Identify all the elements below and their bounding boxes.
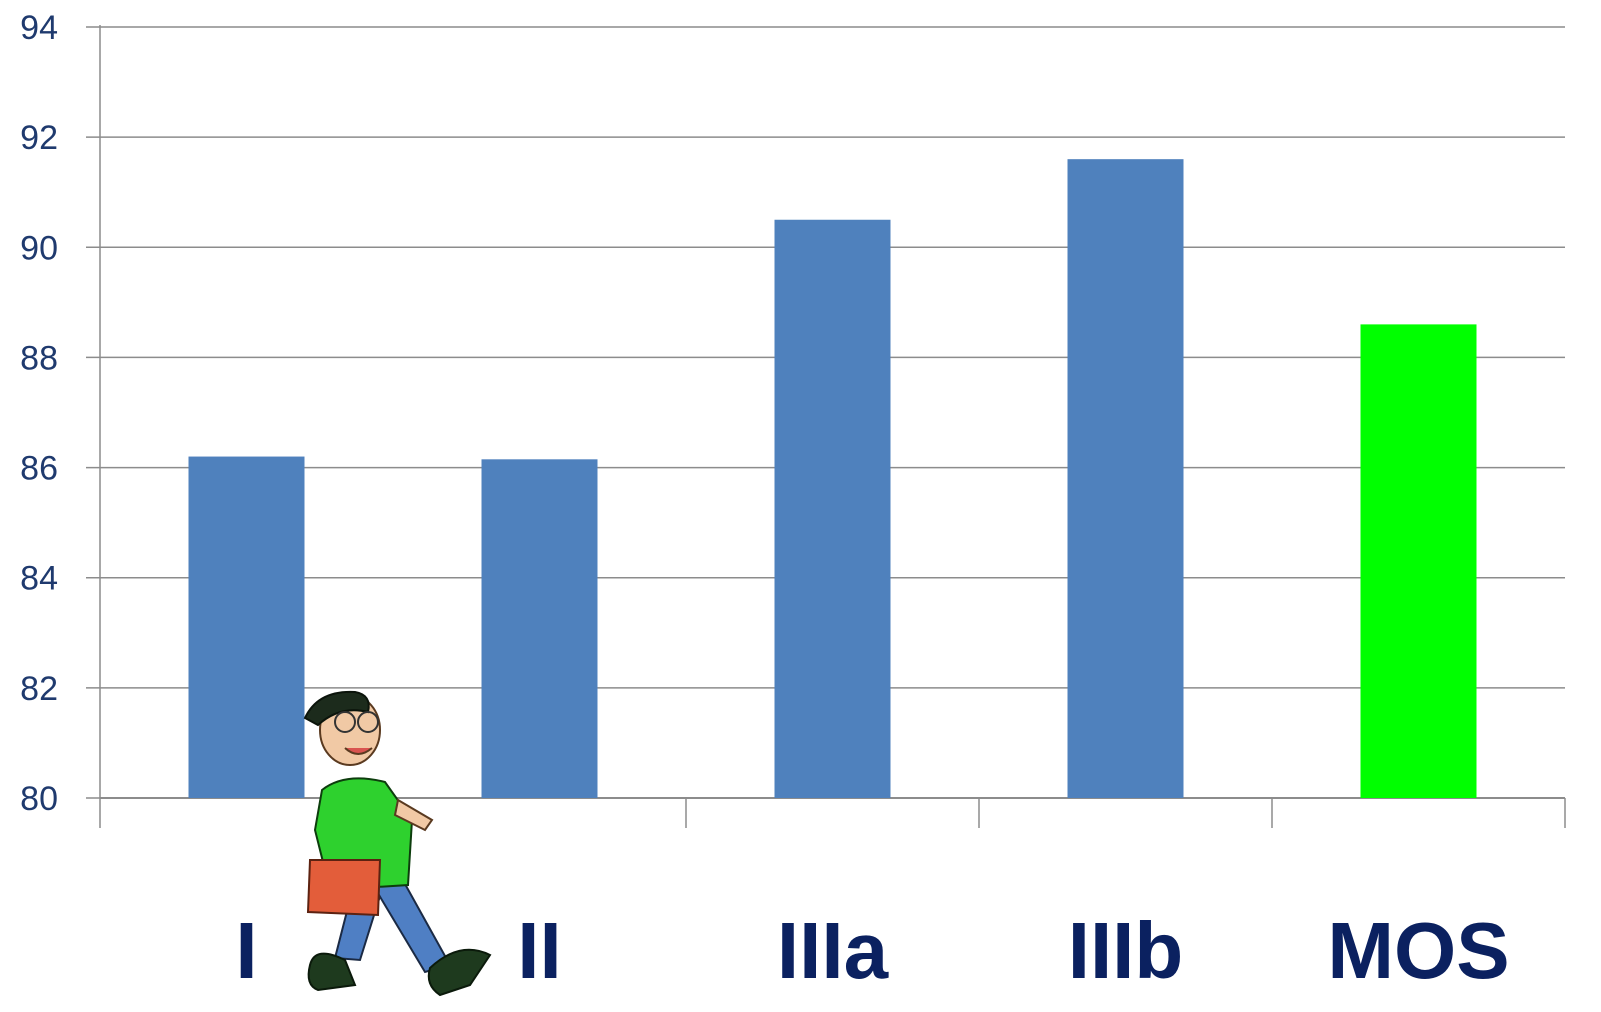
bar-i (188, 456, 305, 798)
x-tick-label: I (235, 906, 257, 995)
y-tick-label: 84 (20, 560, 58, 598)
y-axis-ticks: 80 82 84 86 88 90 92 94 (20, 9, 58, 818)
bar-ii (481, 459, 598, 798)
bar-iiib (1067, 159, 1184, 798)
x-axis-ticks: I II IIIa IIIb MOS (235, 906, 1509, 995)
y-tick-label: 94 (20, 9, 58, 47)
x-tick-label: IIIb (1068, 906, 1184, 995)
bars (188, 159, 1477, 798)
bar-mos (1360, 324, 1477, 798)
y-tick-label: 88 (20, 339, 58, 377)
y-tick-label: 80 (20, 780, 58, 818)
y-tick-label: 82 (20, 670, 58, 708)
x-tick-label: II (517, 906, 561, 995)
x-tick-label: IIIa (777, 906, 889, 995)
bar-iiia (774, 219, 891, 798)
y-tick-label: 86 (20, 450, 58, 488)
walking-student-clipart-icon (303, 690, 492, 997)
y-tick-label: 92 (20, 119, 58, 157)
y-tick-label: 90 (20, 229, 58, 267)
x-tick-label: MOS (1327, 906, 1509, 995)
